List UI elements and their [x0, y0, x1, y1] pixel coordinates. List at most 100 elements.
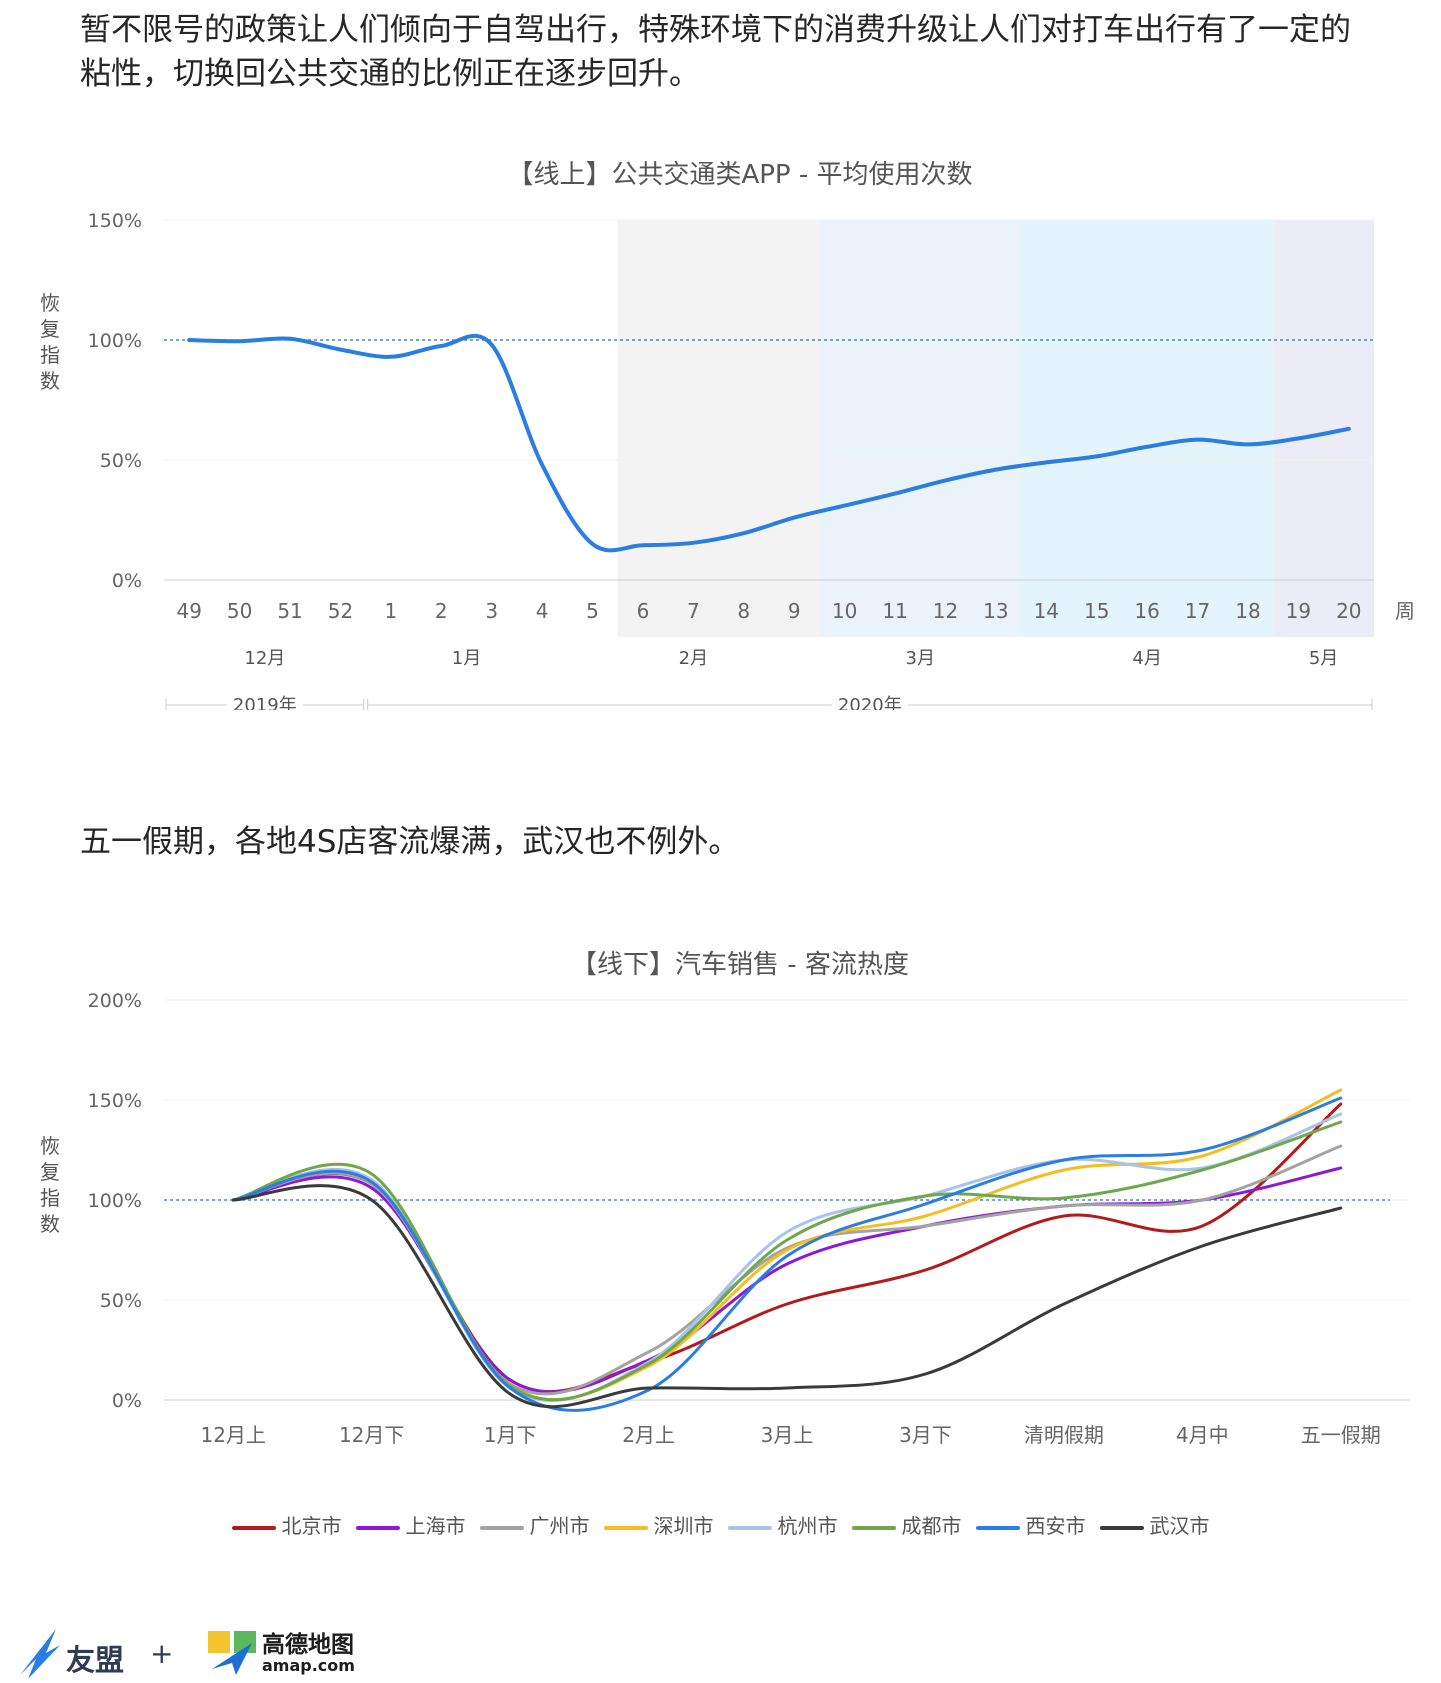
footer-logos: 友盟 + 高德地图 amap.com	[16, 1625, 416, 1683]
x-tick-label: 4	[536, 599, 549, 623]
month-label: 5月	[1309, 648, 1338, 669]
x-tick-label: 6	[637, 599, 650, 623]
x-tick-label: 12月下	[339, 1423, 404, 1447]
y-tick-label: 150%	[88, 1090, 142, 1112]
x-tick-label: 8	[737, 599, 750, 623]
y-tick-label: 150%	[88, 210, 142, 232]
y-tick-label: 0%	[112, 570, 142, 592]
legend-item: 北京市	[231, 1510, 342, 1539]
x-tick-label: 9	[788, 599, 801, 623]
x-tick-label: 清明假期	[1024, 1423, 1104, 1447]
y-tick-label: 100%	[88, 1190, 142, 1212]
series-line-广州市	[231, 1144, 1343, 1396]
legend-item: 上海市	[355, 1510, 466, 1539]
umeng-brand: 友盟	[66, 1643, 125, 1677]
public-transit-chart: 【线上】公共交通类APP - 平均使用次数0%50%100%150%恢复指数49…	[40, 160, 1415, 710]
legend-label: 深圳市	[653, 1514, 714, 1538]
x-tick-label: 2	[435, 599, 448, 623]
legend-swatch	[231, 1525, 276, 1530]
legend-label: 杭州市	[777, 1514, 838, 1538]
legend-label: 广州市	[529, 1514, 590, 1538]
x-tick-label: 3月下	[899, 1423, 952, 1447]
amap-domain: amap.com	[262, 1656, 355, 1675]
legend-label: 成都市	[901, 1514, 962, 1538]
x-tick-label: 52	[328, 599, 353, 623]
legend-item: 武汉市	[1099, 1510, 1210, 1539]
month-label: 12月	[244, 648, 285, 669]
amap-brand: 高德地图	[262, 1632, 354, 1658]
series-line-深圳市	[231, 1088, 1343, 1402]
legend-swatch	[355, 1525, 400, 1530]
x-tick-label: 20	[1336, 599, 1361, 623]
legend-swatch	[603, 1525, 648, 1530]
x-tick-label: 3月上	[761, 1423, 814, 1447]
legend-item: 深圳市	[603, 1510, 714, 1539]
y-axis-label: 复	[40, 317, 60, 341]
series-line-西安市	[231, 1096, 1343, 1412]
y-axis-label: 数	[40, 369, 60, 393]
x-tick-label: 51	[277, 599, 302, 623]
x-tick-label: 18	[1235, 599, 1260, 623]
x-tick-label: 49	[176, 599, 201, 623]
x-tick-label: 4月中	[1176, 1423, 1229, 1447]
legend-swatch	[727, 1525, 772, 1530]
y-axis-label: 恢	[40, 291, 60, 315]
intro-paragraph: 暂不限号的政策让人们倾向于自驾出行，特殊环境下的消费升级让人们对打车出行有了一定…	[80, 12, 1351, 92]
chart-title: 【线上】公共交通类APP - 平均使用次数	[507, 160, 972, 190]
y-tick-label: 50%	[100, 450, 142, 472]
x-tick-label: 5	[586, 599, 599, 623]
x-tick-label: 2月上	[622, 1423, 675, 1447]
x-tick-label: 15	[1084, 599, 1109, 623]
legend-label: 武汉市	[1149, 1514, 1210, 1538]
month-label: 1月	[452, 648, 481, 669]
legend-label: 上海市	[405, 1514, 466, 1538]
series-line-武汉市	[231, 1184, 1343, 1409]
y-tick-label: 50%	[100, 1290, 142, 1312]
x-tick-label: 五一假期	[1301, 1423, 1381, 1447]
legend-item: 广州市	[479, 1510, 590, 1539]
x-tick-label: 3	[485, 599, 498, 623]
y-tick-label: 100%	[88, 330, 142, 352]
x-tick-label: 12月上	[200, 1423, 265, 1447]
legend-item: 成都市	[851, 1510, 962, 1539]
y-tick-label: 200%	[88, 990, 142, 1012]
x-tick-label: 1	[385, 599, 398, 623]
period-band	[1021, 220, 1274, 637]
x-tick-label: 7	[687, 599, 700, 623]
x-tick-label: 19	[1286, 599, 1311, 623]
x-tick-label: 17	[1185, 599, 1210, 623]
period-band	[819, 220, 1022, 637]
legend-item: 西安市	[975, 1510, 1086, 1539]
x-tick-label: 10	[832, 599, 857, 623]
car-sales-legend: 北京市 上海市 广州市 深圳市 杭州市 成都市 西安市 武汉市	[0, 1510, 1441, 1539]
y-axis-label: 指	[40, 1186, 60, 1210]
legend-swatch	[975, 1525, 1020, 1530]
year-label: 2019年	[233, 695, 297, 710]
legend-label: 西安市	[1025, 1514, 1086, 1538]
period-band	[1273, 220, 1374, 637]
plus-sign: +	[150, 1637, 174, 1670]
series-line	[187, 333, 1351, 553]
legend-swatch	[1099, 1525, 1144, 1530]
legend-item: 杭州市	[727, 1510, 838, 1539]
legend-swatch	[851, 1525, 896, 1530]
y-axis-label: 恢	[40, 1134, 60, 1158]
month-label: 4月	[1132, 648, 1161, 669]
x-tick-label: 16	[1134, 599, 1159, 623]
y-axis-label: 指	[40, 343, 60, 367]
umeng-logo-icon	[20, 1629, 60, 1679]
series-line-上海市	[231, 1166, 1343, 1394]
month-label: 2月	[679, 648, 708, 669]
x-axis-label: 周	[1395, 599, 1415, 623]
y-tick-label: 0%	[112, 1390, 142, 1412]
section-paragraph: 五一假期，各地4S店客流爆满，武汉也不例外。	[80, 824, 740, 860]
y-axis-label: 复	[40, 1160, 60, 1184]
x-tick-label: 1月下	[484, 1423, 537, 1447]
chart-title: 【线下】汽车销售 - 客流热度	[571, 950, 909, 980]
x-tick-label: 12	[933, 599, 958, 623]
x-tick-label: 50	[227, 599, 252, 623]
year-label: 2020年	[838, 695, 902, 710]
amap-logo-icon	[208, 1631, 256, 1679]
period-band	[617, 220, 820, 637]
